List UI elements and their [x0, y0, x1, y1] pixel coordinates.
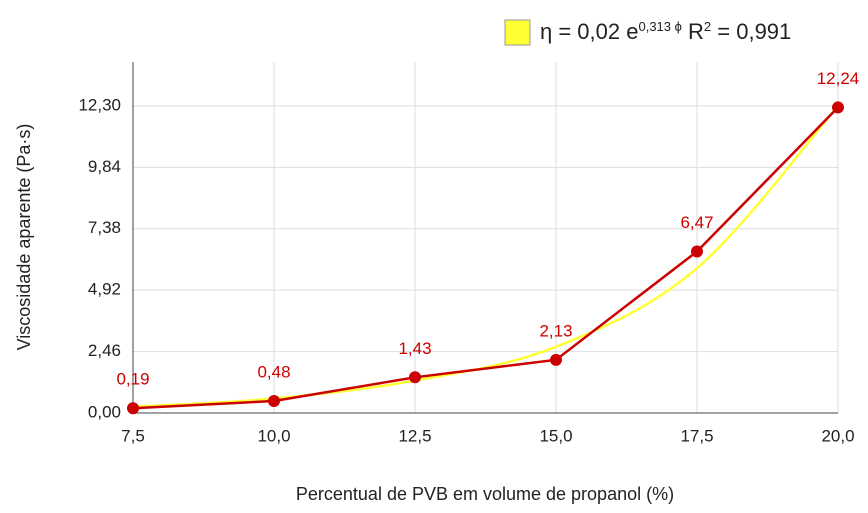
y-tick-label: 9,84 — [88, 157, 121, 176]
legend-superscript: 2 — [704, 19, 711, 34]
data-point — [832, 101, 844, 114]
y-tick-label: 0,00 — [88, 402, 121, 421]
series-line — [132, 106, 839, 410]
x-tick-label: 7,5 — [121, 426, 145, 445]
legend-entry: η = 0,02 e0,313 ϕ R2 = 0,991 — [540, 19, 791, 44]
data-point — [409, 371, 421, 384]
legend-superscript: 0,313 ϕ — [638, 19, 681, 34]
x-tick-label: 17,5 — [680, 426, 713, 445]
data-point — [550, 353, 562, 366]
data-point — [268, 395, 280, 408]
data-label: 12,24 — [817, 69, 860, 88]
x-axis-label: Percentual de PVB em volume de propanol … — [296, 484, 674, 504]
data-label: 1,43 — [398, 339, 431, 358]
legend-text: η = 0,02 e — [540, 19, 638, 44]
x-tick-label: 10,0 — [257, 426, 290, 445]
data-label: 0,48 — [257, 363, 290, 382]
legend-swatch — [504, 19, 531, 46]
data-point — [691, 245, 703, 258]
data-label: 2,13 — [539, 321, 572, 340]
y-axis-label: Viscosidade aparente (Pa·s) — [14, 124, 34, 351]
x-tick-label: 15,0 — [539, 426, 572, 445]
series-line — [132, 105, 839, 409]
x-tick-label: 20,0 — [821, 426, 854, 445]
data-label: 6,47 — [680, 213, 713, 232]
data-point — [127, 402, 139, 415]
y-tick-label: 7,38 — [88, 218, 121, 237]
y-tick-label: 4,92 — [88, 280, 121, 299]
x-tick-label: 12,5 — [398, 426, 431, 445]
data-label: 0,19 — [116, 370, 149, 389]
legend-text: R — [682, 19, 704, 44]
legend-text: = 0,991 — [711, 19, 791, 44]
y-tick-label: 2,46 — [88, 341, 121, 360]
y-tick-label: 12,30 — [78, 95, 121, 114]
